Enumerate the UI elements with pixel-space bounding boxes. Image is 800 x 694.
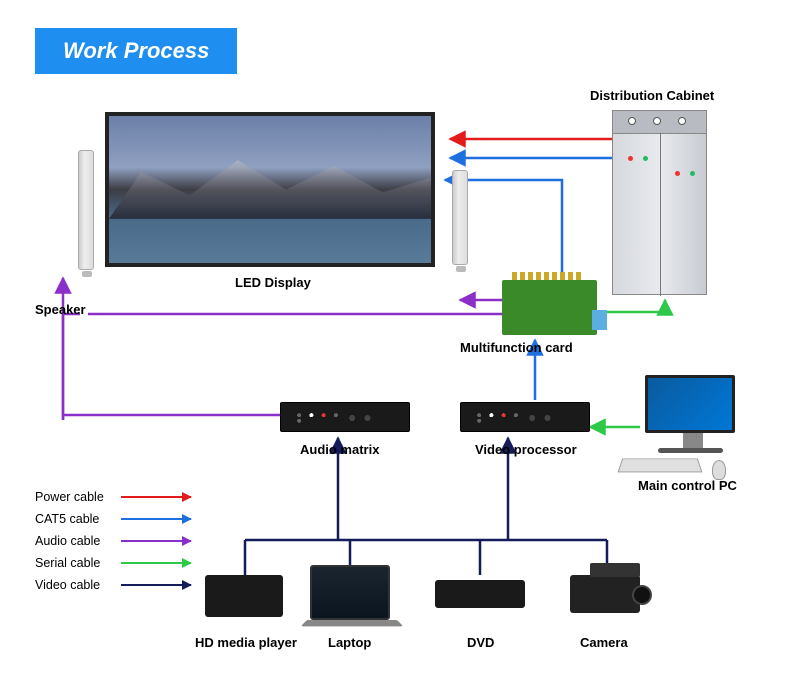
label-dvd: DVD <box>467 635 494 650</box>
video-processor-device <box>460 402 590 432</box>
hd-media-player-device <box>205 575 283 617</box>
dvd-device <box>435 580 525 608</box>
distribution-cabinet-device <box>612 110 707 295</box>
legend-row: CAT5 cable <box>35 512 191 526</box>
label-video-processor: Video processor <box>475 442 577 457</box>
legend-arrow-icon <box>121 584 191 586</box>
legend-arrow-icon <box>121 496 191 498</box>
label-main-control-pc: Main control PC <box>638 478 737 493</box>
label-laptop: Laptop <box>328 635 371 650</box>
multifunction-card-device <box>502 280 597 335</box>
legend-row: Video cable <box>35 578 191 592</box>
legend-row: Serial cable <box>35 556 191 570</box>
label-multifunction-card: Multifunction card <box>460 340 573 355</box>
legend-row: Audio cable <box>35 534 191 548</box>
title-bar: Work Process <box>35 28 237 74</box>
legend-arrow-icon <box>121 518 191 520</box>
pc-keyboard <box>618 458 703 472</box>
pc-monitor-base <box>658 448 723 453</box>
camera-device <box>570 575 640 613</box>
label-speaker: Speaker <box>35 302 86 317</box>
speaker-right <box>452 170 468 265</box>
legend-label: Serial cable <box>35 556 115 570</box>
label-distribution-cabinet: Distribution Cabinet <box>590 88 714 103</box>
label-camera: Camera <box>580 635 628 650</box>
legend-row: Power cable <box>35 490 191 504</box>
connector-audio <box>63 314 80 420</box>
pc-mouse <box>712 460 726 480</box>
connector-serial <box>598 300 665 312</box>
laptop-device <box>310 565 390 620</box>
pc-monitor <box>645 375 735 433</box>
legend-label: Power cable <box>35 490 115 504</box>
legend-label: Video cable <box>35 578 115 592</box>
label-hd-media-player: HD media player <box>195 635 297 650</box>
legend-arrow-icon <box>121 540 191 542</box>
legend-arrow-icon <box>121 562 191 564</box>
label-audio-matrix: Audio matrix <box>300 442 379 457</box>
legend-label: CAT5 cable <box>35 512 115 526</box>
speaker-left <box>78 150 94 270</box>
led-display-device <box>105 112 435 267</box>
legend: Power cable CAT5 cable Audio cable Serial c… <box>35 490 191 600</box>
audio-matrix-device <box>280 402 410 432</box>
legend-label: Audio cable <box>35 534 115 548</box>
label-led-display: LED Display <box>235 275 311 290</box>
